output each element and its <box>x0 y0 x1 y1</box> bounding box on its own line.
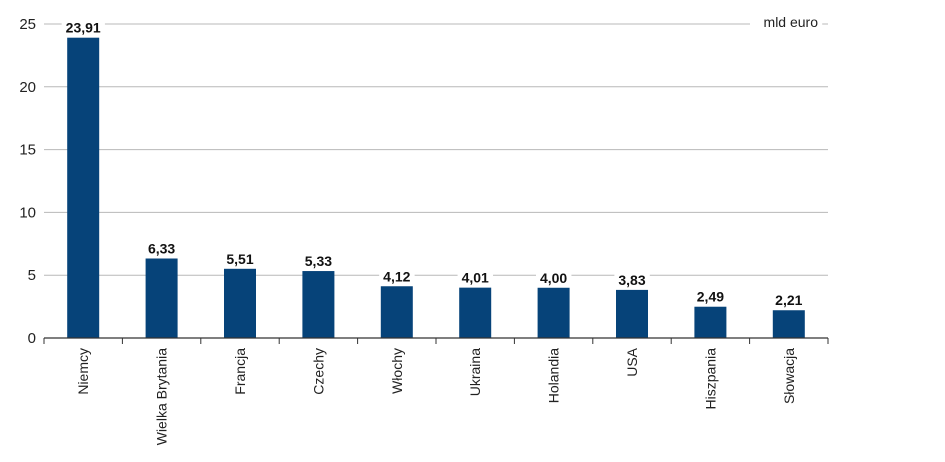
value-label: 2,21 <box>775 292 802 308</box>
value-label: 5,51 <box>226 251 253 267</box>
category-label: Włochy <box>389 348 405 394</box>
value-label-backdrop <box>535 269 572 286</box>
value-label-backdrop <box>771 292 807 309</box>
unit-label-backdrop <box>757 14 823 30</box>
category-label: USA <box>624 347 640 376</box>
value-label-backdrop <box>222 250 258 267</box>
y-tick-label: 20 <box>19 79 36 96</box>
value-label: 4,00 <box>540 270 567 286</box>
bar <box>694 306 727 338</box>
bar <box>772 310 805 338</box>
category-label: Francja <box>232 348 248 395</box>
value-label-backdrop <box>379 268 415 285</box>
category-label: Holandia <box>546 348 562 403</box>
y-tick-label: 25 <box>19 16 36 33</box>
y-tick-label: 15 <box>19 142 36 159</box>
category-label: Czechy <box>310 348 326 395</box>
y-tick-label: 5 <box>28 267 36 284</box>
bars <box>67 37 805 338</box>
value-label-backdrop <box>61 19 105 36</box>
value-label: 2,49 <box>697 289 724 305</box>
category-label: Ukraina <box>467 348 483 396</box>
bar <box>67 37 100 338</box>
y-tick-label: 0 <box>28 330 36 347</box>
bar <box>302 271 335 338</box>
y-axis: 0 5 10 15 20 25 <box>19 16 36 347</box>
value-labels: 23,91 6,33 5,51 5,33 4,12 4,01 4,00 3,83 2,49 2,2… <box>61 19 807 309</box>
y-tick-label: 10 <box>19 204 36 221</box>
category-label: Niemcy <box>75 348 91 395</box>
unit-label: mld euro <box>764 14 819 30</box>
value-label-backdrop <box>300 253 337 270</box>
x-axis: Niemcy Wielka Brytania Francja Czechy Włochy… <box>43 337 829 445</box>
value-label: 5,33 <box>305 253 332 269</box>
value-label-backdrop <box>457 269 494 286</box>
category-label: Hiszpania <box>702 348 718 410</box>
bar <box>224 268 256 338</box>
value-label-backdrop <box>143 240 180 257</box>
value-label: 4,01 <box>462 270 489 286</box>
value-label-backdrop <box>692 288 729 305</box>
value-label: 3,83 <box>618 272 645 288</box>
grid-lines <box>44 23 828 276</box>
category-label: Wielka Brytania <box>154 348 170 445</box>
category-label: Słowacja <box>781 348 797 404</box>
bar <box>145 258 178 338</box>
value-label: 23,91 <box>66 20 101 36</box>
bar <box>616 289 648 338</box>
value-label: 6,33 <box>148 240 175 256</box>
bar <box>537 287 570 338</box>
value-label-backdrop <box>614 271 650 288</box>
value-label: 4,12 <box>383 268 410 284</box>
bar <box>459 287 492 338</box>
bar <box>380 286 413 338</box>
